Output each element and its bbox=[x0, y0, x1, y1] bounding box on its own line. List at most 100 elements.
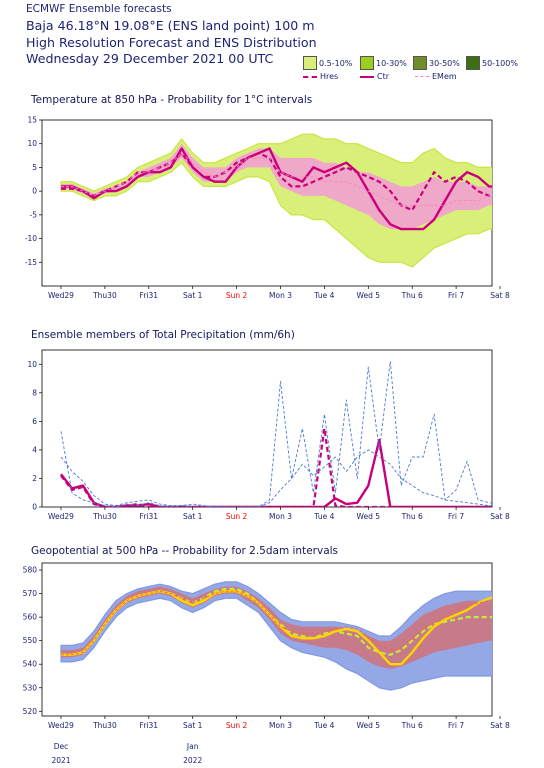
chart-precip: 10 8 6 4 2 0 Wed29 Thu30 Fri31 Sat 1 Sun 2 Mon 3 Tue… bbox=[27, 349, 510, 521]
product-label: High Resolution Forecast and ENS Distrib… bbox=[26, 35, 317, 50]
series-line-ctr-1 bbox=[61, 590, 492, 666]
panel-title-t850: Temperature at 850 hPa - Probability for… bbox=[31, 94, 313, 106]
x-tick-label: Wed29 bbox=[48, 512, 74, 521]
x-tick-label: Sat 8 bbox=[490, 512, 510, 521]
y-tick-label: 5 bbox=[32, 163, 37, 172]
y-tick-label: -15 bbox=[25, 258, 37, 267]
y-tick-label: 580 bbox=[23, 566, 38, 575]
y-tick-label: 10 bbox=[27, 360, 37, 369]
x-tick-label: Fri31 bbox=[140, 512, 159, 521]
month-label: Dec bbox=[54, 742, 69, 751]
x-tick-label: Fri 7 bbox=[448, 512, 464, 521]
legend-swatch-prob-3 bbox=[466, 56, 480, 70]
plot-area-0 bbox=[60, 133, 492, 268]
y-tick-label: 2 bbox=[32, 474, 37, 483]
x-tick-label: Thu30 bbox=[92, 512, 117, 521]
y-tick-label: 8 bbox=[32, 388, 37, 397]
y-tick-label: 4 bbox=[32, 445, 37, 454]
y-tick-label: 0 bbox=[32, 503, 37, 512]
plot-frame-1 bbox=[41, 349, 493, 508]
x-tick-label: Fri31 bbox=[140, 721, 159, 730]
legend-label-prob-0: 0.5-10% bbox=[319, 58, 353, 68]
y-tick-label: 570 bbox=[23, 589, 38, 598]
legend-label-hres: Hres bbox=[320, 72, 339, 81]
y-tick-label: 15 bbox=[27, 116, 37, 125]
legend-label-prob-1: 10-30% bbox=[376, 58, 407, 68]
header-title: ECMWF Ensemble forecasts bbox=[26, 3, 172, 15]
x-tick-label: Sun 2 bbox=[226, 291, 248, 300]
legend-label-emem: EMem bbox=[432, 72, 457, 81]
x-tick-label: Tue 4 bbox=[313, 291, 334, 300]
x-tick-label: Wed29 bbox=[48, 721, 74, 730]
forecast-date: Wednesday 29 December 2021 00 UTC bbox=[26, 51, 274, 66]
series-line-emem-2 bbox=[60, 449, 492, 507]
x-tick-label: Sun 2 bbox=[226, 721, 248, 730]
series-line-emem-2 bbox=[61, 590, 492, 656]
year-label: 2022 bbox=[183, 756, 202, 765]
legend-label-prob-2: 30-50% bbox=[429, 58, 460, 68]
y-tick-label: -5 bbox=[30, 210, 38, 219]
y-tick-label: 520 bbox=[23, 707, 38, 716]
x-tick-label: Wed 5 bbox=[357, 721, 381, 730]
x-tick-label: Fri 7 bbox=[448, 291, 464, 300]
x-tick-label: Wed 5 bbox=[357, 291, 381, 300]
chart-header: ECMWF Ensemble forecasts Baja 46.18°N 19… bbox=[0, 0, 544, 90]
x-tick-label: Tue 4 bbox=[313, 512, 334, 521]
y-tick-label: -10 bbox=[25, 234, 37, 243]
legend-label-prob-3: 50-100% bbox=[482, 58, 518, 68]
legend-item-hres: Hres bbox=[303, 72, 338, 81]
legend-item-ctr: Ctr bbox=[360, 72, 389, 81]
y-tick-label: 10 bbox=[27, 139, 37, 148]
series-line-ctr-1 bbox=[61, 147, 492, 231]
plot-area-1 bbox=[60, 360, 492, 507]
probability-band-core bbox=[61, 586, 492, 669]
x-tick-label: Thu30 bbox=[92, 721, 117, 730]
y-tick-label: 6 bbox=[32, 417, 37, 426]
location-label: Baja 46.18°N 19.08°E (ENS land point) 10… bbox=[26, 18, 315, 33]
legend: 0.5-10% 10-30% 30-50% 50-100% Hres Ctr E… bbox=[303, 53, 543, 85]
legend-item-prob-2: 30-50% bbox=[413, 56, 460, 70]
legend-item-emem: EMem bbox=[415, 72, 457, 81]
legend-glyph-emem bbox=[415, 76, 429, 77]
legend-swatch-prob-1 bbox=[360, 56, 374, 70]
x-tick-label: Sat 1 bbox=[183, 291, 203, 300]
chart-t850: 15 10 5 0 -5 -10 -15 Wed29 Thu30 Fri31 Sat 1 Sun 2 M… bbox=[25, 116, 510, 301]
year-label: 2021 bbox=[51, 756, 70, 765]
series-line-ctr-1 bbox=[60, 438, 492, 507]
probability-band-core bbox=[61, 143, 492, 230]
panel-title-precip: Ensemble members of Total Precipitation … bbox=[31, 329, 295, 341]
x-tick-label: Mon 3 bbox=[269, 721, 292, 730]
x-tick-label: Sun 2 bbox=[226, 512, 248, 521]
series-line-emem-3 bbox=[60, 360, 492, 507]
x-tick-label: Fri 7 bbox=[448, 721, 464, 730]
panel-title-z500: Geopotential at 500 hPa -- Probability f… bbox=[31, 545, 339, 557]
series-line-hres-0 bbox=[61, 152, 492, 212]
legend-swatch-prob-2 bbox=[413, 56, 427, 70]
legend-item-prob-3: 50-100% bbox=[466, 56, 518, 70]
x-tick-label: Thu30 bbox=[92, 291, 117, 300]
x-tick-label: Mon 3 bbox=[269, 291, 292, 300]
chart-z500: 580 570 560 550 540 530 520 Wed29 Thu30 Fri31 Sat … bbox=[23, 562, 510, 765]
series-line-hres-0 bbox=[60, 427, 492, 507]
x-tick-label: Wed29 bbox=[48, 291, 74, 300]
x-tick-label: Thu 6 bbox=[401, 291, 423, 300]
x-tick-label: Sat 8 bbox=[490, 291, 510, 300]
legend-item-prob-1: 10-30% bbox=[360, 56, 407, 70]
x-tick-label: Thu 6 bbox=[401, 721, 423, 730]
legend-label-ctr: Ctr bbox=[377, 72, 390, 81]
y-tick-label: 540 bbox=[23, 660, 38, 669]
y-tick-label: 560 bbox=[23, 613, 38, 622]
legend-item-prob-0: 0.5-10% bbox=[303, 56, 352, 70]
plot-area-2 bbox=[60, 581, 492, 691]
series-line-emem-2 bbox=[61, 152, 492, 206]
legend-glyph-ctr bbox=[360, 75, 374, 78]
x-tick-label: Thu 6 bbox=[401, 512, 423, 521]
x-tick-label: Fri31 bbox=[140, 291, 159, 300]
month-label: Jan bbox=[186, 742, 199, 751]
x-tick-label: Sat 1 bbox=[183, 512, 203, 521]
x-tick-label: Wed 5 bbox=[357, 512, 381, 521]
y-tick-label: 550 bbox=[23, 636, 38, 645]
x-tick-label: Mon 3 bbox=[269, 512, 292, 521]
x-tick-label: Sat 1 bbox=[183, 721, 203, 730]
legend-swatch-prob-0 bbox=[303, 56, 317, 70]
